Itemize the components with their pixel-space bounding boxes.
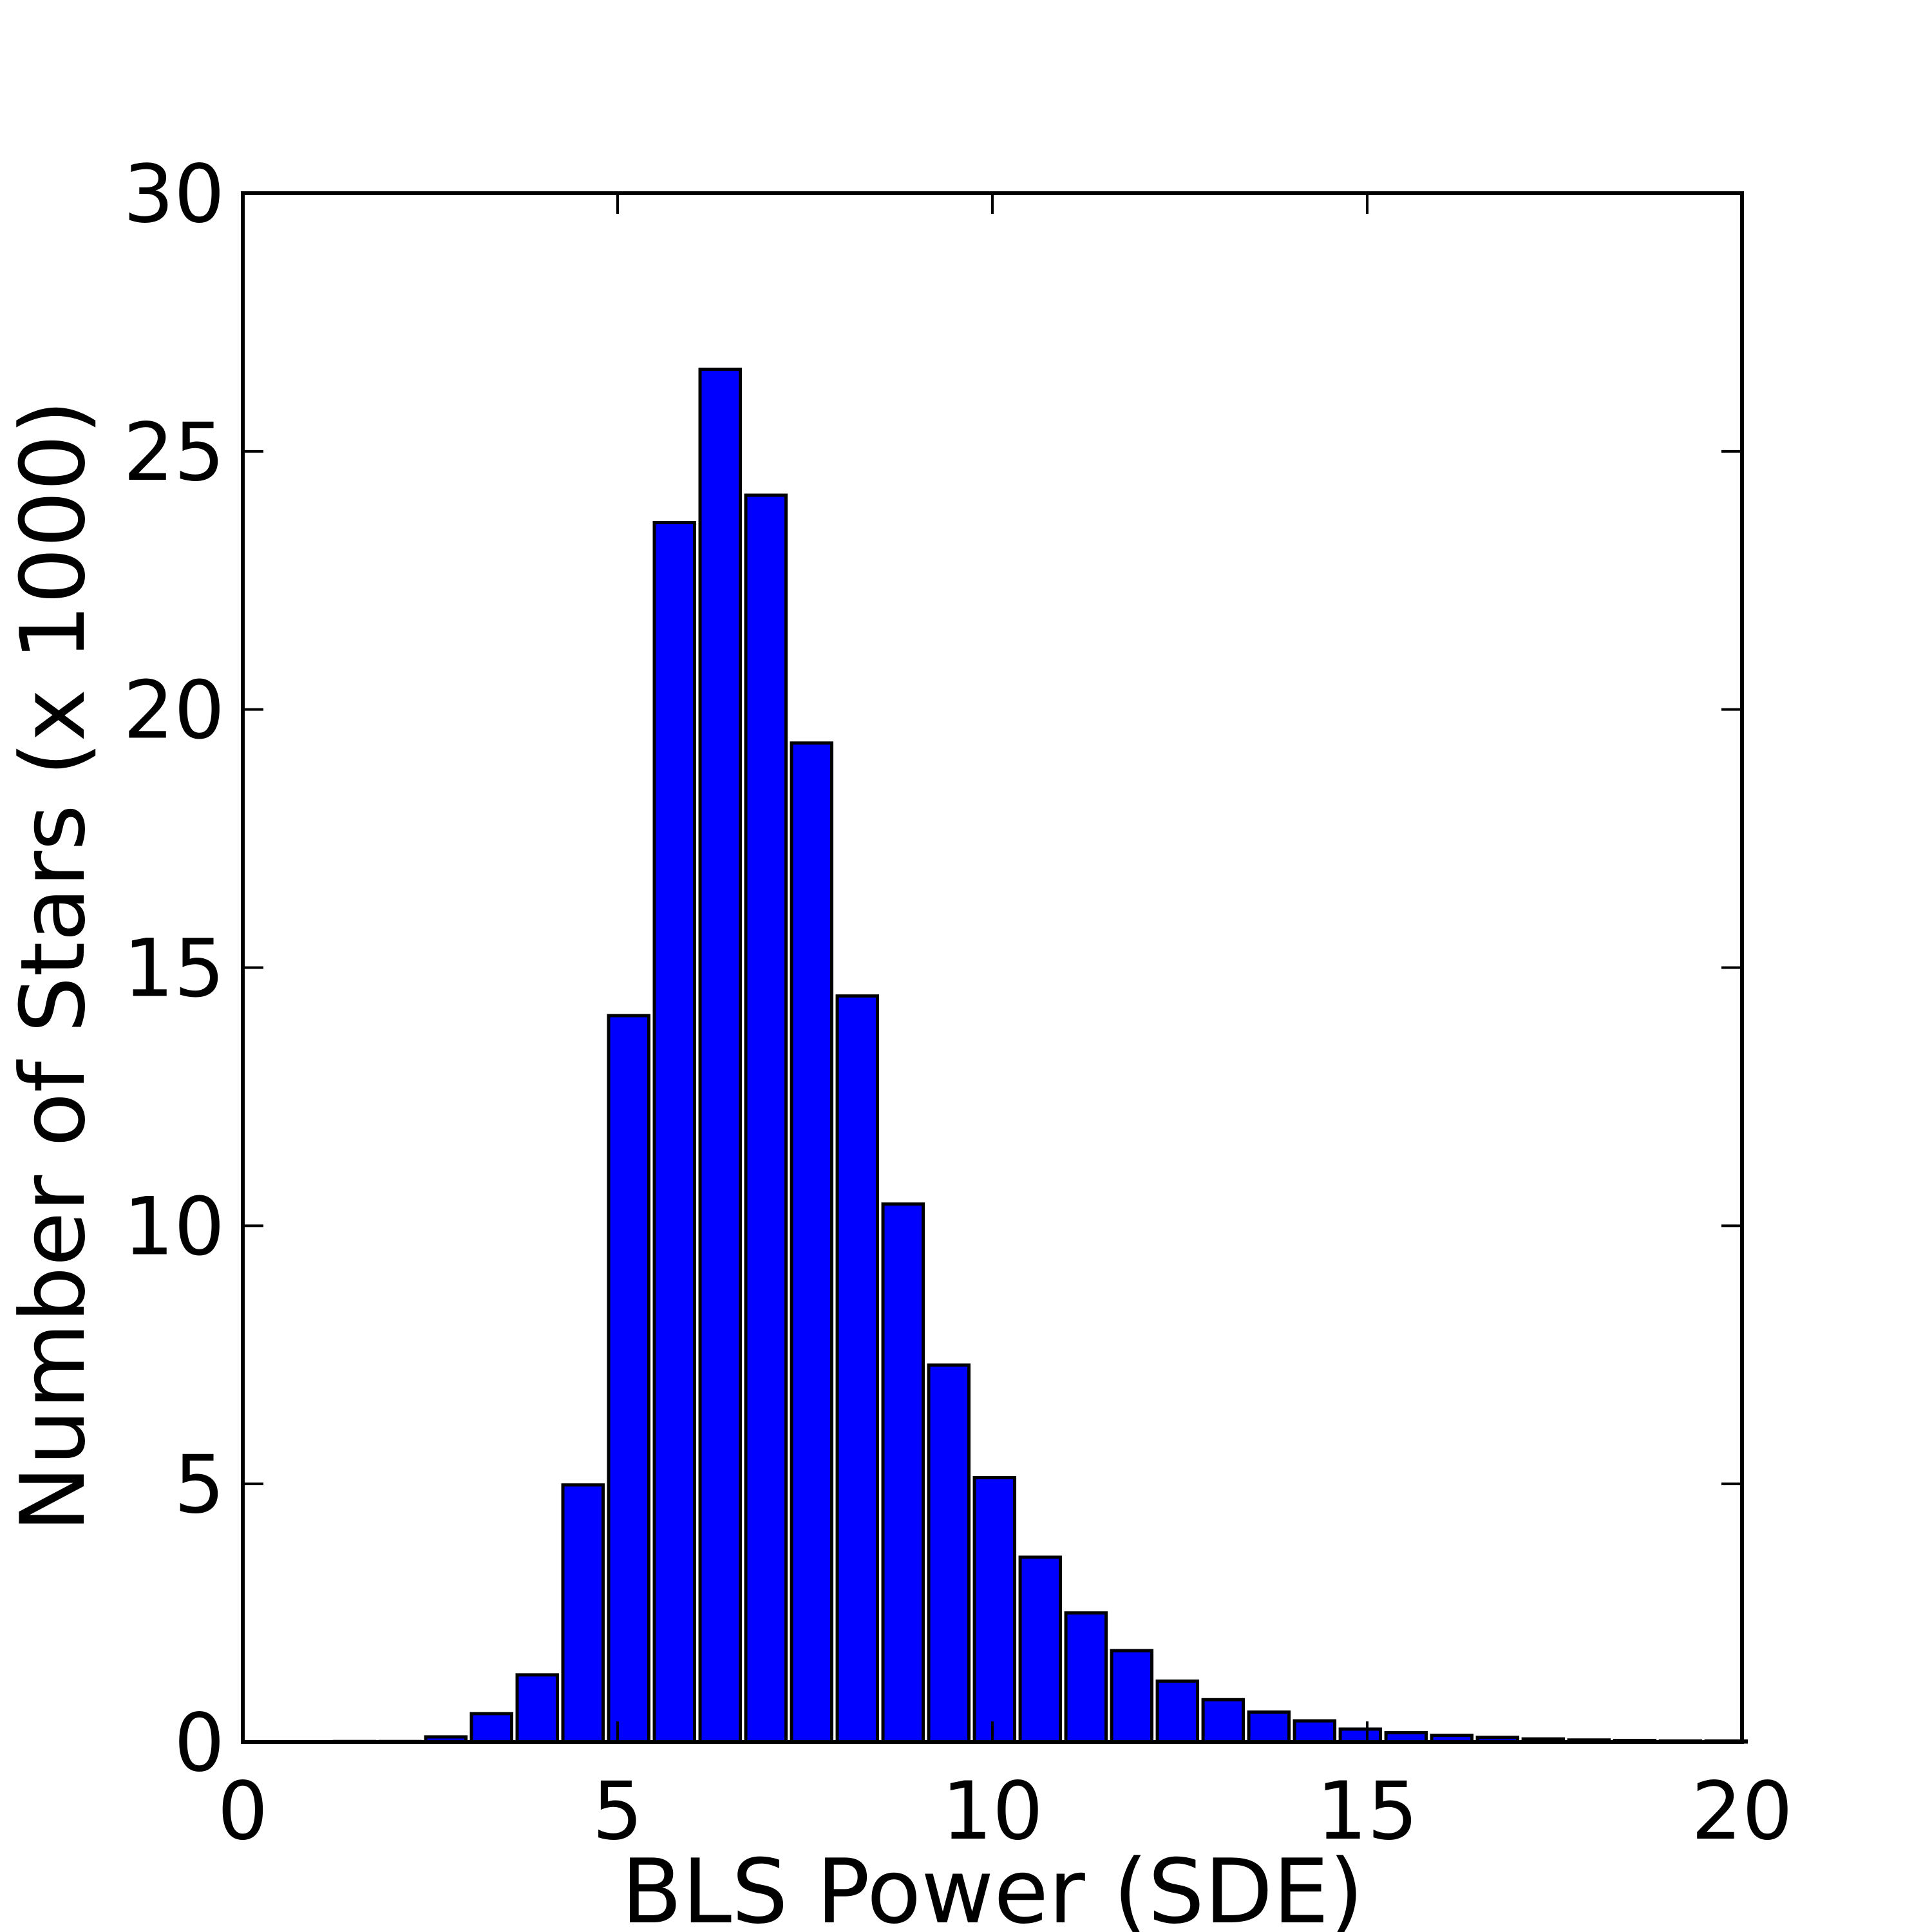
- x-tick-label: 10: [942, 1765, 1043, 1858]
- bar: [607, 1014, 651, 1744]
- y-tick-label: 15: [123, 923, 225, 1016]
- bar: [1338, 1727, 1383, 1744]
- bar: [1293, 1719, 1337, 1744]
- bar: [561, 1483, 605, 1744]
- bar: [698, 367, 743, 1744]
- bar: [515, 1673, 560, 1744]
- bar: [1110, 1649, 1154, 1744]
- bar: [835, 994, 880, 1744]
- x-tick-label: 5: [592, 1765, 643, 1858]
- x-tick-label: 15: [1316, 1765, 1418, 1858]
- bar: [652, 520, 697, 1744]
- bar: [1201, 1698, 1245, 1744]
- bar: [744, 493, 788, 1744]
- bar: [1064, 1611, 1108, 1744]
- bar: [1018, 1555, 1063, 1744]
- y-tick-label: 10: [123, 1180, 225, 1273]
- plot-frame: [241, 191, 1744, 1744]
- bars-group: [332, 367, 1748, 1744]
- bar: [469, 1712, 514, 1744]
- y-tick-label: 20: [123, 665, 225, 757]
- bar: [790, 741, 834, 1744]
- x-axis-label: BLS Power (SDE): [621, 1840, 1364, 1932]
- bar: [881, 1202, 925, 1744]
- bar: [972, 1476, 1017, 1744]
- y-axis-label: Number of Stars (x 1000): [1, 400, 105, 1532]
- bar: [1247, 1710, 1291, 1744]
- x-tick-label: 0: [218, 1765, 269, 1858]
- y-tick-label: 30: [123, 148, 225, 241]
- y-tick-label: 5: [174, 1439, 225, 1531]
- y-tick-label: 25: [123, 406, 225, 499]
- bar: [927, 1363, 971, 1744]
- x-tick-label: 20: [1691, 1765, 1793, 1858]
- y-tick-label: 0: [174, 1697, 225, 1790]
- tick-labels-group: 0 5 10 15 20 0 5 10 15 20 25 30: [123, 148, 1793, 1858]
- bar: [1155, 1679, 1200, 1744]
